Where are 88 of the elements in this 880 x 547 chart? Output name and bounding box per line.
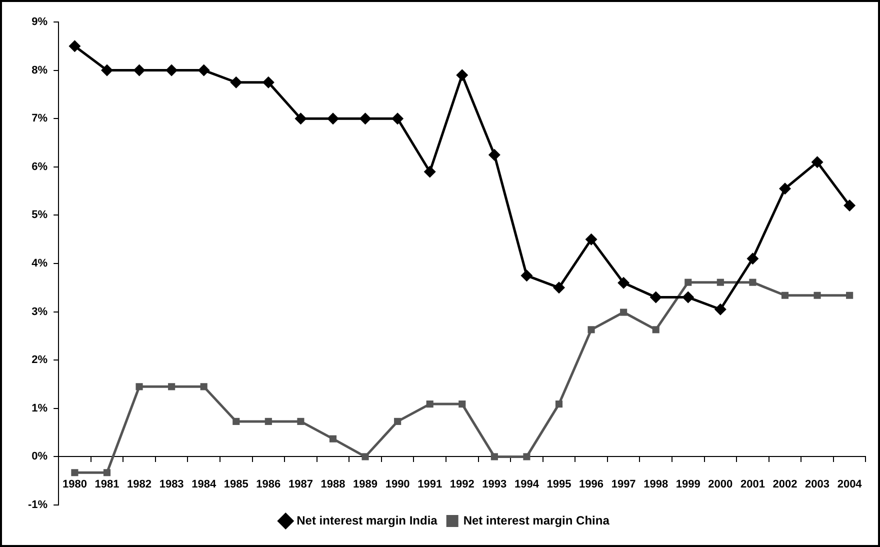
x-tick-label: 1988 — [320, 478, 346, 490]
y-tick-label: 7% — [32, 112, 48, 125]
point — [458, 400, 466, 408]
point — [650, 291, 662, 304]
point — [844, 200, 856, 212]
y-tick-label: 8% — [32, 64, 48, 76]
point — [264, 418, 272, 425]
point — [262, 76, 274, 88]
x-tick-label: 1991 — [418, 478, 442, 490]
x-tick-label: 1982 — [127, 478, 152, 490]
x-tick-label: 1989 — [353, 478, 378, 490]
point — [814, 292, 821, 299]
x-tick-label: 1981 — [94, 478, 120, 490]
point — [392, 112, 404, 125]
point — [749, 278, 756, 286]
x-tick-label: 1994 — [514, 478, 540, 490]
point — [456, 69, 468, 82]
x-tick-label: 2000 — [708, 478, 733, 490]
point — [103, 469, 111, 476]
point — [71, 469, 78, 476]
x-tick-label: 1983 — [159, 478, 184, 490]
legend-label: Net interest margin China — [463, 513, 610, 528]
x-tick-label: 1987 — [288, 478, 313, 490]
y-tick-label: 0% — [32, 450, 48, 463]
point — [781, 292, 789, 299]
point — [716, 278, 724, 286]
y-tick-label: 6% — [32, 160, 48, 173]
x-tick-label: 1995 — [546, 478, 572, 490]
x-tick-label: 1986 — [256, 478, 281, 490]
y-tick-label: 4% — [32, 258, 48, 270]
point — [362, 453, 369, 460]
y-tick-label: -1% — [28, 499, 48, 512]
point — [846, 292, 854, 299]
x-tick-label: 1996 — [579, 478, 604, 490]
point — [746, 252, 759, 265]
point — [230, 76, 242, 88]
point — [426, 400, 434, 408]
point — [329, 435, 337, 442]
point — [232, 418, 240, 425]
x-tick-label: 1997 — [611, 478, 636, 490]
point — [490, 453, 498, 460]
x-tick-label: 2001 — [740, 478, 765, 490]
point — [684, 278, 692, 286]
y-tick-label: 5% — [32, 209, 48, 222]
x-tick-label: 1992 — [450, 478, 474, 490]
point — [585, 233, 598, 246]
legend-label: Net interest margin India — [296, 513, 438, 528]
point — [168, 383, 176, 390]
x-tick-label: 1999 — [676, 478, 700, 490]
point — [326, 112, 339, 125]
x-tick-label: 2002 — [772, 478, 798, 490]
point — [652, 326, 660, 334]
y-tick-label: 3% — [32, 306, 48, 318]
x-tick-label: 2004 — [837, 478, 863, 490]
point — [198, 64, 210, 76]
point — [811, 156, 824, 168]
point — [682, 291, 694, 304]
point — [424, 166, 436, 178]
point — [714, 303, 726, 316]
y-tick-label: 9% — [32, 16, 48, 28]
point — [588, 326, 595, 334]
x-tick-label: 1998 — [644, 478, 668, 490]
point — [100, 64, 113, 76]
x-tick-label: 1993 — [482, 478, 507, 490]
point — [552, 282, 565, 294]
point — [620, 308, 628, 316]
point — [488, 148, 500, 161]
point — [523, 453, 530, 460]
point — [294, 112, 307, 125]
point — [778, 182, 791, 195]
point — [297, 418, 304, 425]
x-tick-label: 1985 — [224, 478, 248, 490]
point — [68, 40, 81, 52]
y-tick-label: 2% — [32, 354, 48, 366]
point — [618, 276, 630, 289]
y-tick-label: 1% — [32, 402, 48, 414]
point — [166, 64, 178, 76]
x-tick-label: 1980 — [62, 478, 87, 490]
point — [359, 112, 372, 125]
x-tick-label: 1984 — [192, 478, 217, 490]
x-tick-label: 1990 — [385, 478, 410, 490]
x-tick-label: 2003 — [805, 478, 830, 490]
point — [133, 64, 146, 76]
point — [394, 418, 402, 425]
point — [200, 383, 208, 390]
point — [136, 383, 143, 390]
point — [555, 400, 563, 408]
point — [520, 270, 533, 282]
